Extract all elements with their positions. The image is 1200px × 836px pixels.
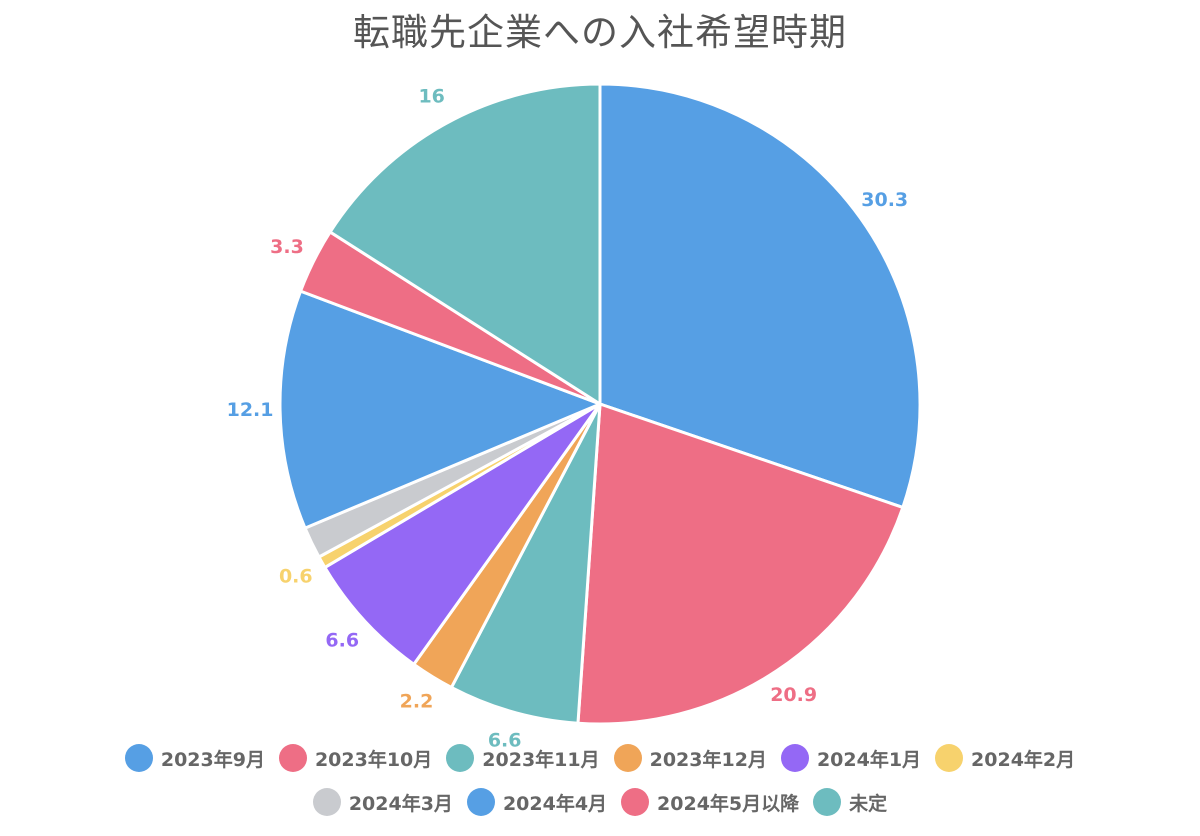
pie-slice-1 (598, 82, 922, 510)
legend-swatch (124, 744, 153, 772)
legend-item-3[interactable]: 2023年11月 (446, 744, 600, 772)
legend-swatch (621, 788, 650, 816)
legend-label: 未定 (849, 792, 888, 815)
chart-title: 転職先企業への入社希望時期 (353, 11, 847, 54)
legend-row-1: 2023年9月 2023年10月 2023年11月 2023年12月 2024年1月 20… (0, 744, 1200, 772)
legend-item-5[interactable]: 2024年1月 (780, 744, 922, 772)
value-label-10: 16 (418, 86, 444, 108)
pie-slice-10 (328, 82, 602, 407)
legend-item-8[interactable]: 2024年4月 (466, 788, 608, 816)
legend-row-2: 2024年3月 2024年4月 2024年5月以降 未定 (0, 788, 1200, 816)
value-label-8: 12.1 (227, 399, 274, 421)
legend-label: 2023年12月 (649, 748, 767, 771)
legend-item-10[interactable]: 未定 (813, 788, 887, 816)
pie-value-labels: 30.3 20.9 6.6 2.2 6.6 0.6 12.1 3.3 16 (227, 86, 909, 752)
legend-item-4[interactable]: 2023年12月 (613, 744, 767, 772)
value-label-6: 0.6 (279, 566, 313, 588)
legend-label: 2024年3月 (348, 792, 453, 815)
legend-item-2[interactable]: 2023年10月 (278, 744, 433, 772)
pie-slice-2 (576, 401, 905, 726)
legend-swatch (466, 788, 495, 816)
legend-swatch (813, 788, 842, 816)
legend-label: 2024年2月 (971, 748, 1076, 771)
legend-label: 2023年11月 (482, 748, 600, 771)
pie-slice-5 (322, 402, 602, 667)
legend-label: 2024年5月以降 (657, 792, 800, 815)
legend-swatch (780, 744, 809, 772)
pie-slice-3 (449, 403, 602, 725)
legend-swatch (312, 788, 341, 816)
value-label-4: 2.2 (400, 691, 434, 713)
value-label-5: 6.6 (325, 629, 359, 651)
legend-label: 2023年9月 (160, 748, 265, 771)
legend-swatch (613, 744, 642, 772)
legend-swatch (935, 744, 964, 772)
value-label-1: 30.3 (861, 189, 908, 211)
value-label-3: 6.6 (488, 729, 522, 751)
legend-label: 2024年4月 (502, 792, 608, 815)
legend-item-6[interactable]: 2024年2月 (935, 744, 1075, 772)
value-label-2: 20.9 (770, 684, 817, 706)
legend-item-9[interactable]: 2024年5月以降 (621, 788, 799, 816)
value-label-9: 3.3 (270, 236, 304, 258)
pie-slice-8 (278, 289, 605, 531)
legend-item-1[interactable]: 2023年9月 (124, 744, 265, 772)
legend-label: 2023年10月 (314, 748, 433, 771)
legend-swatch (446, 744, 475, 772)
legend-swatch (278, 744, 307, 772)
legend-item-7[interactable]: 2024年3月 (312, 788, 453, 816)
pie-slices (278, 82, 922, 726)
legend-label: 2024年1月 (816, 748, 922, 771)
